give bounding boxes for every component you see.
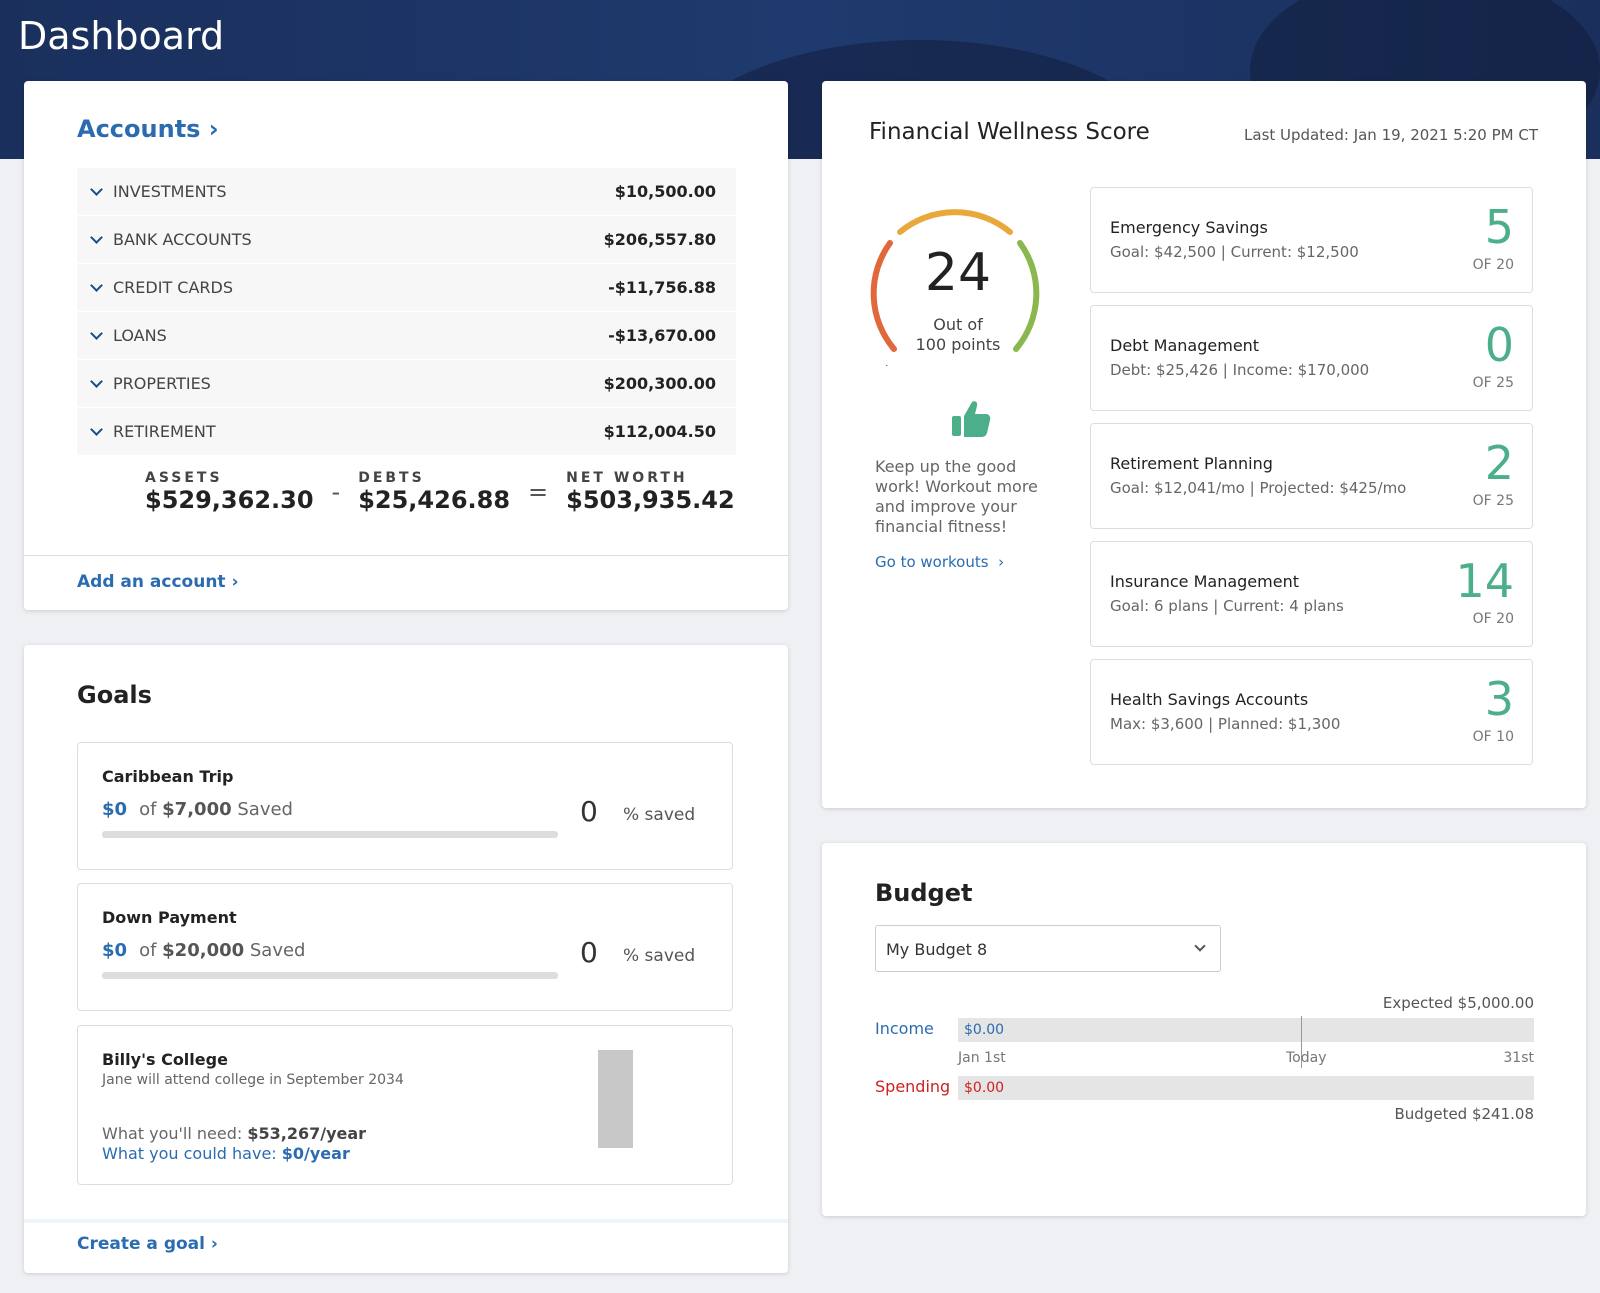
goal-percent: 0 bbox=[580, 936, 598, 969]
goal-saved-text: $0 of $20,000 Saved bbox=[102, 940, 306, 961]
gauge-arc-low bbox=[870, 240, 897, 352]
wellness-score: 24 bbox=[924, 243, 992, 303]
goals-footer bbox=[24, 1219, 788, 1273]
goal-subtitle: Jane will attend college in September 20… bbox=[102, 1072, 404, 1088]
wellness-gauge bbox=[870, 209, 1040, 366]
college-need: What you'll need: $53,267/year bbox=[102, 1124, 367, 1143]
debts-total: DEBTS $25,426.88 bbox=[358, 470, 511, 514]
budget-budgeted: Budgeted $241.08 bbox=[1394, 1105, 1535, 1123]
wellness-card: Financial Wellness Score Last Updated: J… bbox=[822, 81, 1586, 808]
chevron-down-icon bbox=[90, 231, 103, 244]
goals-title: Goals bbox=[77, 681, 152, 709]
college-progress-bar bbox=[598, 1050, 633, 1148]
category-score: 14 bbox=[1455, 554, 1514, 608]
goal-percent-label: % saved bbox=[623, 805, 696, 825]
goal-percent: 0 bbox=[580, 795, 598, 828]
add-account-link[interactable]: Add an account › bbox=[77, 572, 239, 592]
chevron-down-icon bbox=[90, 327, 103, 340]
goal-name: Caribbean Trip bbox=[102, 767, 234, 786]
gauge-arc-high bbox=[1013, 240, 1040, 352]
chevron-down-icon bbox=[90, 375, 103, 388]
chevron-down-icon bbox=[90, 423, 103, 436]
wellness-score-label: Out of 100 points bbox=[915, 315, 1001, 354]
budget-title: Budget bbox=[875, 879, 973, 907]
goal-card-billys-college[interactable]: Billy's College Jane will attend college… bbox=[77, 1025, 733, 1185]
goal-card-caribbean-trip[interactable]: Caribbean Trip $0 of $7,000 Saved 0 % sav… bbox=[77, 742, 733, 870]
category-health-savings-accounts[interactable]: Health Savings Accounts Max: $3,600 | Pl… bbox=[1090, 659, 1533, 765]
goal-percent-label: % saved bbox=[623, 946, 696, 966]
income-label: Income bbox=[875, 1019, 934, 1038]
goal-name: Billy's College bbox=[102, 1050, 228, 1069]
net-worth-total: NET WORTH $503,935.42 bbox=[566, 470, 735, 514]
account-row-bank-accounts[interactable]: BANK ACCOUNTS $206,557.80 bbox=[77, 216, 736, 264]
category-insurance-management[interactable]: Insurance Management Goal: 6 plans | Cur… bbox=[1090, 541, 1533, 647]
wellness-title: Financial Wellness Score bbox=[869, 119, 1150, 145]
goal-card-down-payment[interactable]: Down Payment $0 of $20,000 Saved 0 % save… bbox=[77, 883, 733, 1011]
account-row-retirement[interactable]: RETIREMENT $112,004.50 bbox=[77, 408, 736, 456]
chevron-down-icon bbox=[1194, 940, 1206, 952]
category-score: 2 bbox=[1484, 436, 1514, 490]
goals-card: Goals Caribbean Trip $0 of $7,000 Saved 0… bbox=[24, 645, 788, 1273]
last-updated: Last Updated: Jan 19, 2021 5:20 PM CT bbox=[1244, 126, 1538, 144]
divider bbox=[24, 555, 788, 556]
accounts-card: Accounts › INVESTMENTS $10,500.00 BANK A… bbox=[24, 81, 788, 610]
gauge-arc-mid bbox=[897, 209, 1013, 235]
assets-total: ASSETS $529,362.30 bbox=[145, 470, 314, 514]
today-marker bbox=[1301, 1016, 1302, 1068]
gauge-marker bbox=[886, 364, 900, 366]
spending-bar: $0.00 bbox=[958, 1076, 1534, 1100]
account-row-properties[interactable]: PROPERTIES $200,300.00 bbox=[77, 360, 736, 408]
go-to-workouts-link[interactable]: Go to workouts › bbox=[875, 553, 1005, 571]
budget-card: Budget My Budget 8 Expected $5,000.00 In… bbox=[822, 843, 1586, 1216]
account-row-credit-cards[interactable]: CREDIT CARDS -$11,756.88 bbox=[77, 264, 736, 312]
chevron-down-icon bbox=[90, 279, 103, 292]
budget-select[interactable]: My Budget 8 bbox=[875, 925, 1221, 972]
income-bar: $0.00 bbox=[958, 1018, 1534, 1042]
thumbs-up-icon bbox=[952, 401, 991, 437]
category-score: 5 bbox=[1484, 200, 1514, 254]
budget-expected: Expected $5,000.00 bbox=[1382, 994, 1534, 1012]
account-row-investments[interactable]: INVESTMENTS $10,500.00 bbox=[77, 168, 736, 216]
goal-progress-bar bbox=[102, 831, 558, 838]
chevron-down-icon bbox=[90, 183, 103, 196]
category-emergency-savings[interactable]: Emergency Savings Goal: $42,500 | Curren… bbox=[1090, 187, 1533, 293]
equals-sign: = bbox=[528, 478, 549, 506]
goal-name: Down Payment bbox=[102, 908, 237, 927]
accounts-list: INVESTMENTS $10,500.00 BANK ACCOUNTS $20… bbox=[77, 168, 736, 456]
account-row-loans[interactable]: LOANS -$13,670.00 bbox=[77, 312, 736, 360]
category-debt-management[interactable]: Debt Management Debt: $25,426 | Income: … bbox=[1090, 305, 1533, 411]
goal-progress-bar bbox=[102, 972, 558, 979]
category-score: 0 bbox=[1484, 318, 1514, 372]
page-title: Dashboard bbox=[18, 14, 225, 58]
create-goal-link[interactable]: Create a goal › bbox=[77, 1234, 218, 1254]
accounts-title-link[interactable]: Accounts › bbox=[77, 115, 219, 143]
wellness-message: Keep up the good work! Workout more and … bbox=[875, 457, 1038, 536]
minus-sign: - bbox=[331, 478, 341, 506]
category-retirement-planning[interactable]: Retirement Planning Goal: $12,041/mo | P… bbox=[1090, 423, 1533, 529]
category-score: 3 bbox=[1484, 672, 1514, 726]
spending-label: Spending bbox=[875, 1077, 951, 1096]
goal-saved-text: $0 of $7,000 Saved bbox=[102, 799, 293, 820]
college-could-have: What you could have: $0/year bbox=[102, 1144, 350, 1163]
net-worth-summary: ASSETS $529,362.30 - DEBTS $25,426.88 = … bbox=[145, 470, 735, 514]
